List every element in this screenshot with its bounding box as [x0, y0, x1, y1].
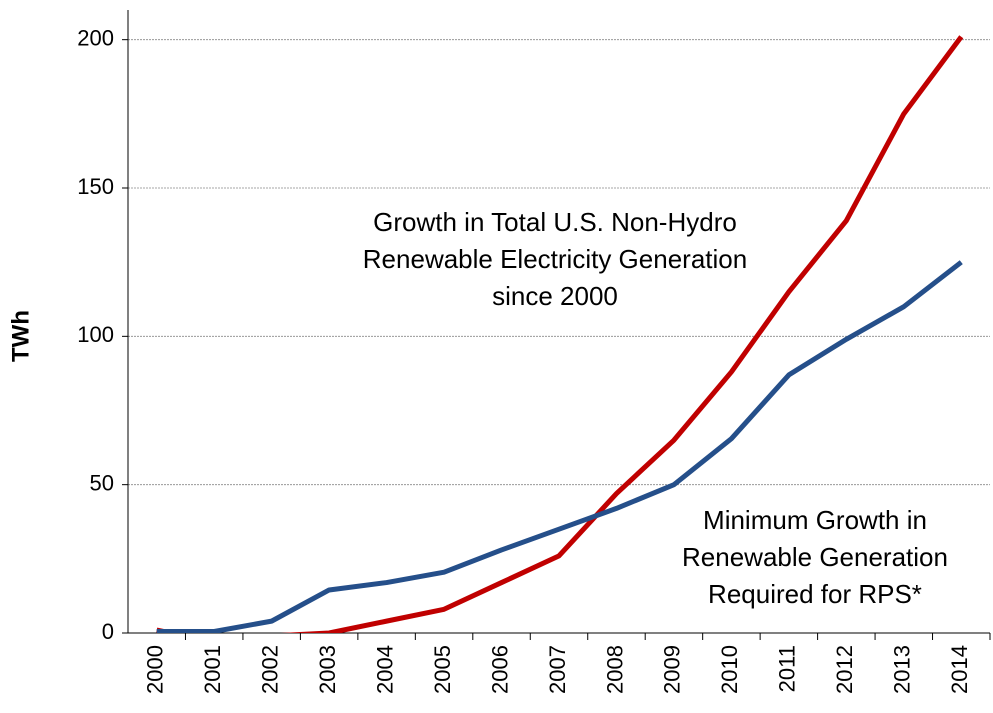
y-tick-label: 50	[90, 470, 114, 495]
y-tick-label: 150	[77, 174, 114, 199]
y-tick-label: 100	[77, 322, 114, 347]
annotation: Growth in Total U.S. Non-Hydro	[373, 207, 737, 237]
x-tick-label: 2011	[775, 645, 800, 692]
x-tick-label: 2009	[660, 645, 685, 694]
x-tick-label: 2013	[890, 645, 915, 694]
x-tick-label: 2007	[545, 645, 570, 694]
x-tick-label: 2002	[257, 645, 282, 694]
annotation: Renewable Electricity Generation	[363, 244, 747, 274]
x-tick-label: 2010	[717, 645, 742, 694]
x-tick-label: 2003	[315, 645, 340, 694]
y-tick-label: 0	[102, 619, 114, 644]
x-tick-label: 2000	[143, 645, 168, 694]
annotation: Required for RPS*	[708, 579, 922, 609]
x-tick-label: 2012	[832, 645, 857, 694]
x-tick-label: 2001	[200, 645, 225, 694]
annotation: since 2000	[492, 281, 618, 311]
series-line	[156, 260, 963, 633]
x-tick-label: 2014	[947, 645, 972, 694]
x-tick-label: 2006	[487, 645, 512, 694]
annotation: Minimum Growth in	[703, 505, 927, 535]
y-axis-label: TWh	[7, 310, 34, 362]
series-line	[156, 35, 964, 633]
annotation: Renewable Generation	[682, 542, 948, 572]
x-tick-label: 2004	[372, 645, 397, 694]
x-tick-label: 2008	[602, 645, 627, 694]
x-tick-label: 2005	[430, 645, 455, 694]
y-tick-label: 200	[77, 25, 114, 50]
